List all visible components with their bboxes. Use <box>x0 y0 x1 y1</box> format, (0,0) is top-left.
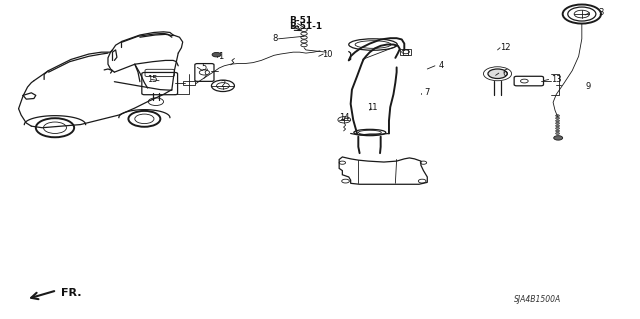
Text: 8: 8 <box>273 34 278 43</box>
Text: B-51-1: B-51-1 <box>289 22 323 31</box>
Circle shape <box>556 115 559 117</box>
Text: SJA4B1500A: SJA4B1500A <box>513 295 561 304</box>
Circle shape <box>554 136 563 140</box>
Circle shape <box>556 120 559 122</box>
Text: FR.: FR. <box>61 288 82 298</box>
Text: 6: 6 <box>502 69 508 78</box>
Text: 12: 12 <box>500 43 511 52</box>
Text: 4: 4 <box>438 61 444 70</box>
Circle shape <box>556 127 559 129</box>
Text: 5: 5 <box>201 63 206 72</box>
Circle shape <box>556 117 559 119</box>
Bar <box>183 81 195 85</box>
Text: 3: 3 <box>598 8 604 17</box>
Circle shape <box>556 132 559 134</box>
Circle shape <box>212 52 221 57</box>
Text: 13: 13 <box>551 75 561 84</box>
Text: 10: 10 <box>323 49 333 59</box>
Text: 11: 11 <box>367 103 378 112</box>
Text: 2: 2 <box>220 80 225 89</box>
Circle shape <box>556 130 559 132</box>
Bar <box>403 49 411 55</box>
Text: 1: 1 <box>218 52 223 61</box>
Text: B-51: B-51 <box>289 16 312 25</box>
Text: 9: 9 <box>586 82 591 91</box>
Bar <box>401 49 408 55</box>
Circle shape <box>488 69 507 78</box>
Circle shape <box>556 122 559 124</box>
Text: 15: 15 <box>147 75 158 84</box>
Circle shape <box>556 125 559 127</box>
Text: 14: 14 <box>339 113 349 122</box>
Text: 7: 7 <box>424 88 430 97</box>
